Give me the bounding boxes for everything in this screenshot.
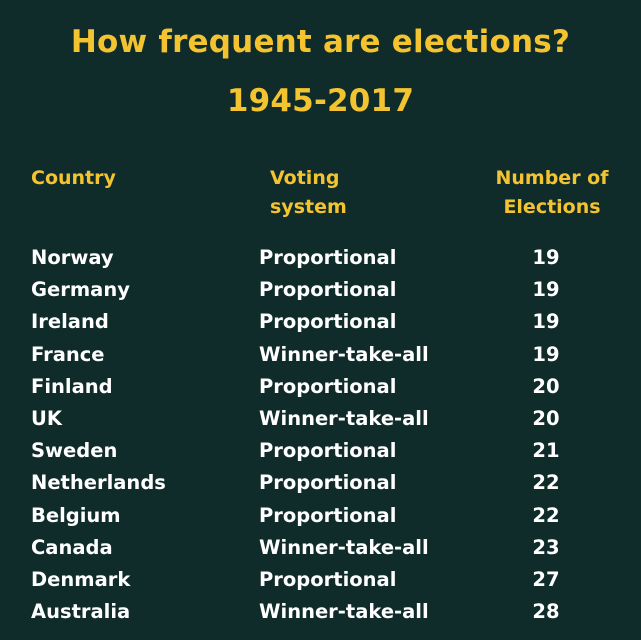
voting-system-cell: Winner-take-all — [259, 406, 429, 430]
voting-system-cell: Proportional — [259, 471, 397, 495]
table-row: France Winner-take-all 19 — [0, 339, 641, 371]
country-cell: Australia — [31, 600, 131, 624]
elections-count-cell: 19 — [532, 310, 560, 334]
table-row: Norway Proportional 19 — [0, 242, 641, 274]
country-cell: France — [31, 342, 105, 366]
voting-system-cell: Winner-take-all — [259, 600, 429, 624]
table-row: UK Winner-take-all 20 — [0, 403, 641, 435]
elections-count-cell: 19 — [532, 246, 560, 269]
country-cell: Denmark — [31, 567, 131, 591]
elections-count-cell: 23 — [532, 535, 560, 559]
elections-count-cell: 27 — [532, 567, 560, 591]
country-cell: Belgium — [31, 503, 121, 527]
country-cell: Sweden — [31, 439, 118, 463]
table-row: Netherlands Proportional 22 — [0, 467, 641, 499]
table-row: Finland Proportional 20 — [0, 371, 641, 403]
elections-count-cell: 20 — [532, 374, 560, 398]
country-cell: Ireland — [31, 310, 109, 334]
header-voting-system: Voting system — [270, 167, 347, 218]
elections-count-cell: 22 — [532, 503, 560, 527]
country-cell: Canada — [31, 535, 113, 559]
voting-system-cell: Proportional — [259, 310, 397, 334]
voting-system-cell: Winner-take-all — [259, 342, 429, 366]
country-cell: Germany — [31, 278, 130, 302]
voting-system-cell: Proportional — [259, 246, 397, 269]
elections-count-cell: 19 — [532, 342, 560, 366]
header-number-of-elections: Number of Elections — [495, 167, 609, 218]
table-row: Denmark Proportional 27 — [0, 564, 641, 596]
table-row: Ireland Proportional 19 — [0, 306, 641, 338]
voting-system-cell: Proportional — [259, 503, 397, 527]
voting-system-cell: Proportional — [259, 374, 397, 398]
table-row: Canada Winner-take-all 23 — [0, 532, 641, 564]
elections-count-cell: 19 — [532, 278, 560, 302]
voting-system-cell: Winner-take-all — [259, 535, 429, 559]
country-cell: Norway — [31, 246, 114, 269]
elections-count-cell: 22 — [532, 471, 560, 495]
voting-system-cell: Proportional — [259, 567, 397, 591]
country-cell: UK — [31, 406, 62, 430]
country-cell: Finland — [31, 374, 113, 398]
voting-system-cell: Proportional — [259, 439, 397, 463]
country-cell: Netherlands — [31, 471, 166, 495]
header-country: Country — [31, 167, 116, 189]
table-row: Australia Winner-take-all 28 — [0, 596, 641, 628]
chart-title: How frequent are elections? — [70, 24, 571, 60]
voting-system-cell: Proportional — [259, 278, 397, 302]
elections-table: Norway Proportional 19 Germany Proportional 1… — [0, 242, 641, 628]
table-row: Sweden Proportional 21 — [0, 435, 641, 467]
elections-count-cell: 20 — [532, 406, 560, 430]
table-row: Belgium Proportional 22 — [0, 500, 641, 532]
elections-count-cell: 28 — [532, 600, 560, 624]
table-row: Germany Proportional 19 — [0, 274, 641, 306]
elections-count-cell: 21 — [532, 439, 560, 463]
chart-subtitle: 1945-2017 — [226, 83, 415, 119]
